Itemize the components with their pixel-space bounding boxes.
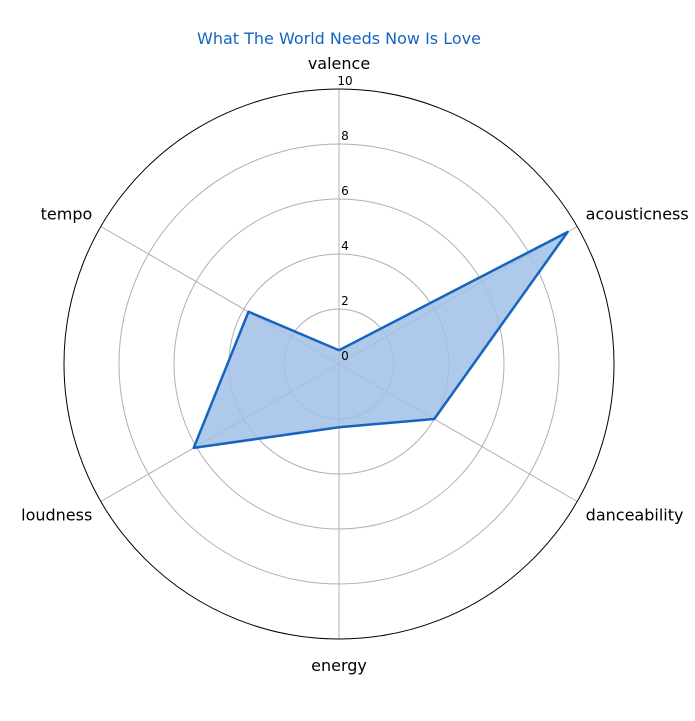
axis-label-tempo: tempo: [41, 205, 93, 224]
grid-ring-8: [118, 143, 560, 585]
series-area: [193, 232, 568, 448]
axis-label-danceability: danceability: [586, 506, 684, 525]
chart-title: What The World Needs Now Is Love: [197, 29, 481, 48]
radial-ticks: 0 2 4 6 8 10: [337, 74, 352, 363]
axis-label-acousticness: acousticness: [586, 205, 689, 224]
tick-label: 8: [341, 129, 349, 143]
tick-label: 6: [341, 184, 349, 198]
tick-label: 4: [341, 239, 349, 253]
tick-label: 10: [337, 74, 352, 88]
axis-label-valence: valence: [308, 54, 370, 73]
axis-labels: valence acousticness danceability energy lou…: [21, 54, 689, 675]
tick-label: 2: [341, 294, 349, 308]
outer-ring: [63, 88, 615, 640]
tick-label: 0: [341, 349, 349, 363]
axis-label-energy: energy: [311, 656, 367, 675]
axis-label-loudness: loudness: [21, 506, 92, 525]
radar-series: [192, 230, 569, 450]
grid-ring-6: [173, 198, 505, 530]
